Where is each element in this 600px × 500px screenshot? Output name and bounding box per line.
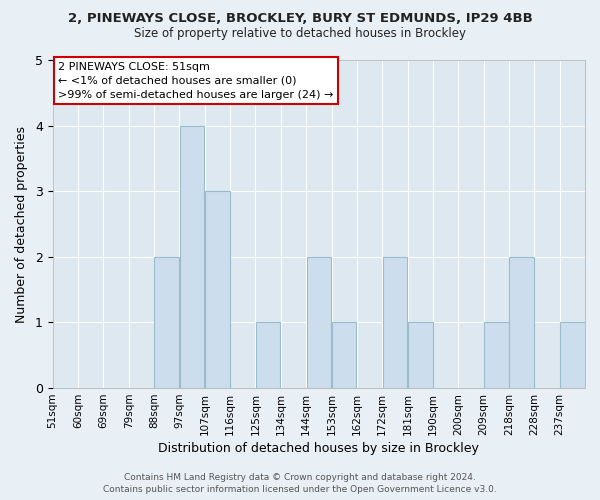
Bar	[154, 257, 179, 388]
Text: 2, PINEWAYS CLOSE, BROCKLEY, BURY ST EDMUNDS, IP29 4BB: 2, PINEWAYS CLOSE, BROCKLEY, BURY ST EDM…	[68, 12, 532, 26]
Bar	[205, 191, 230, 388]
Text: 2 PINEWAYS CLOSE: 51sqm
← <1% of detached houses are smaller (0)
>99% of semi-de: 2 PINEWAYS CLOSE: 51sqm ← <1% of detache…	[58, 62, 334, 100]
Bar	[408, 322, 433, 388]
Bar	[256, 322, 280, 388]
Bar	[383, 257, 407, 388]
X-axis label: Distribution of detached houses by size in Brockley: Distribution of detached houses by size …	[158, 442, 479, 455]
Bar	[509, 257, 534, 388]
Bar	[180, 126, 205, 388]
Text: Contains HM Land Registry data © Crown copyright and database right 2024.
Contai: Contains HM Land Registry data © Crown c…	[103, 472, 497, 494]
Bar	[332, 322, 356, 388]
Bar	[307, 257, 331, 388]
Bar	[484, 322, 509, 388]
Y-axis label: Number of detached properties: Number of detached properties	[15, 126, 28, 322]
Text: Size of property relative to detached houses in Brockley: Size of property relative to detached ho…	[134, 28, 466, 40]
Bar	[560, 322, 584, 388]
